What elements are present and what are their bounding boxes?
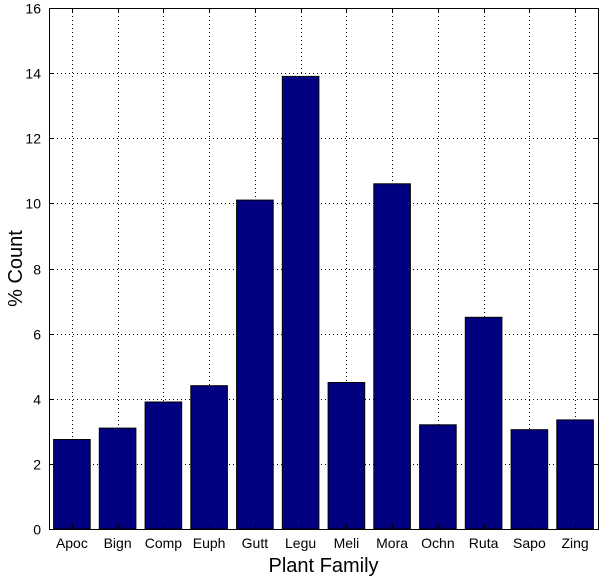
y-tick-labels: 0 2 4 6 8 10 12 14 16	[25, 1, 41, 538]
y-tick-label: 8	[33, 262, 41, 278]
x-tick-label: Zing	[561, 535, 588, 551]
bar-sapo	[510, 429, 549, 530]
bar-ochn	[419, 424, 457, 530]
x-tick-label: Meli	[334, 535, 360, 551]
x-tick-label: Mora	[376, 535, 408, 551]
y-axis-title: % Count	[5, 230, 27, 307]
x-tick-labels: Apoc Bign Comp Euph Gutt Legu Meli Mora Ochn Ruta…	[56, 535, 589, 551]
bars-layer	[53, 75, 594, 530]
y-tick-label: 6	[33, 327, 41, 343]
x-tick-label: Sapo	[513, 535, 546, 551]
y-tick-label: 0	[33, 522, 41, 538]
y-tick-label: 4	[33, 392, 41, 408]
x-tick-label: Gutt	[242, 535, 269, 551]
x-tick-label: Euph	[193, 535, 226, 551]
bar-apoc	[53, 439, 91, 530]
ticks-layer	[49, 8, 598, 530]
x-tick-label: Ruta	[469, 535, 499, 551]
x-tick-label: Legu	[285, 535, 316, 551]
y-tick-label: 2	[33, 457, 41, 473]
bar-gutt	[236, 199, 274, 530]
x-tick-label: Apoc	[56, 535, 88, 551]
bar-zing	[556, 419, 594, 530]
bar-legu	[281, 75, 320, 530]
bar-mora	[373, 183, 411, 530]
bar-euph	[190, 385, 228, 530]
y-tick-label: 10	[25, 196, 41, 212]
bar-bign	[98, 427, 137, 530]
y-tick-label: 14	[25, 66, 41, 82]
bar-ruta	[464, 316, 503, 530]
y-tick-label: 12	[25, 131, 41, 147]
y-tick-label: 16	[25, 1, 41, 17]
x-tick-label: Ochn	[421, 535, 454, 551]
bar-comp	[144, 401, 183, 530]
x-tick-label: Comp	[145, 535, 183, 551]
x-axis-title: Plant Family	[268, 555, 378, 577]
x-tick-label: Bign	[104, 535, 132, 551]
bar-meli	[327, 382, 366, 530]
